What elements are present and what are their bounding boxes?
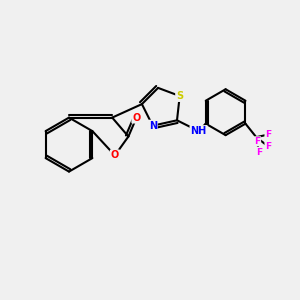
Text: F: F <box>255 137 261 146</box>
Text: O: O <box>132 112 141 123</box>
Text: S: S <box>176 91 183 101</box>
Text: F: F <box>266 130 272 139</box>
Text: O: O <box>111 150 119 161</box>
Text: F: F <box>266 142 272 151</box>
Text: NH: NH <box>190 126 207 136</box>
Text: F: F <box>256 148 262 157</box>
Text: N: N <box>148 121 157 131</box>
